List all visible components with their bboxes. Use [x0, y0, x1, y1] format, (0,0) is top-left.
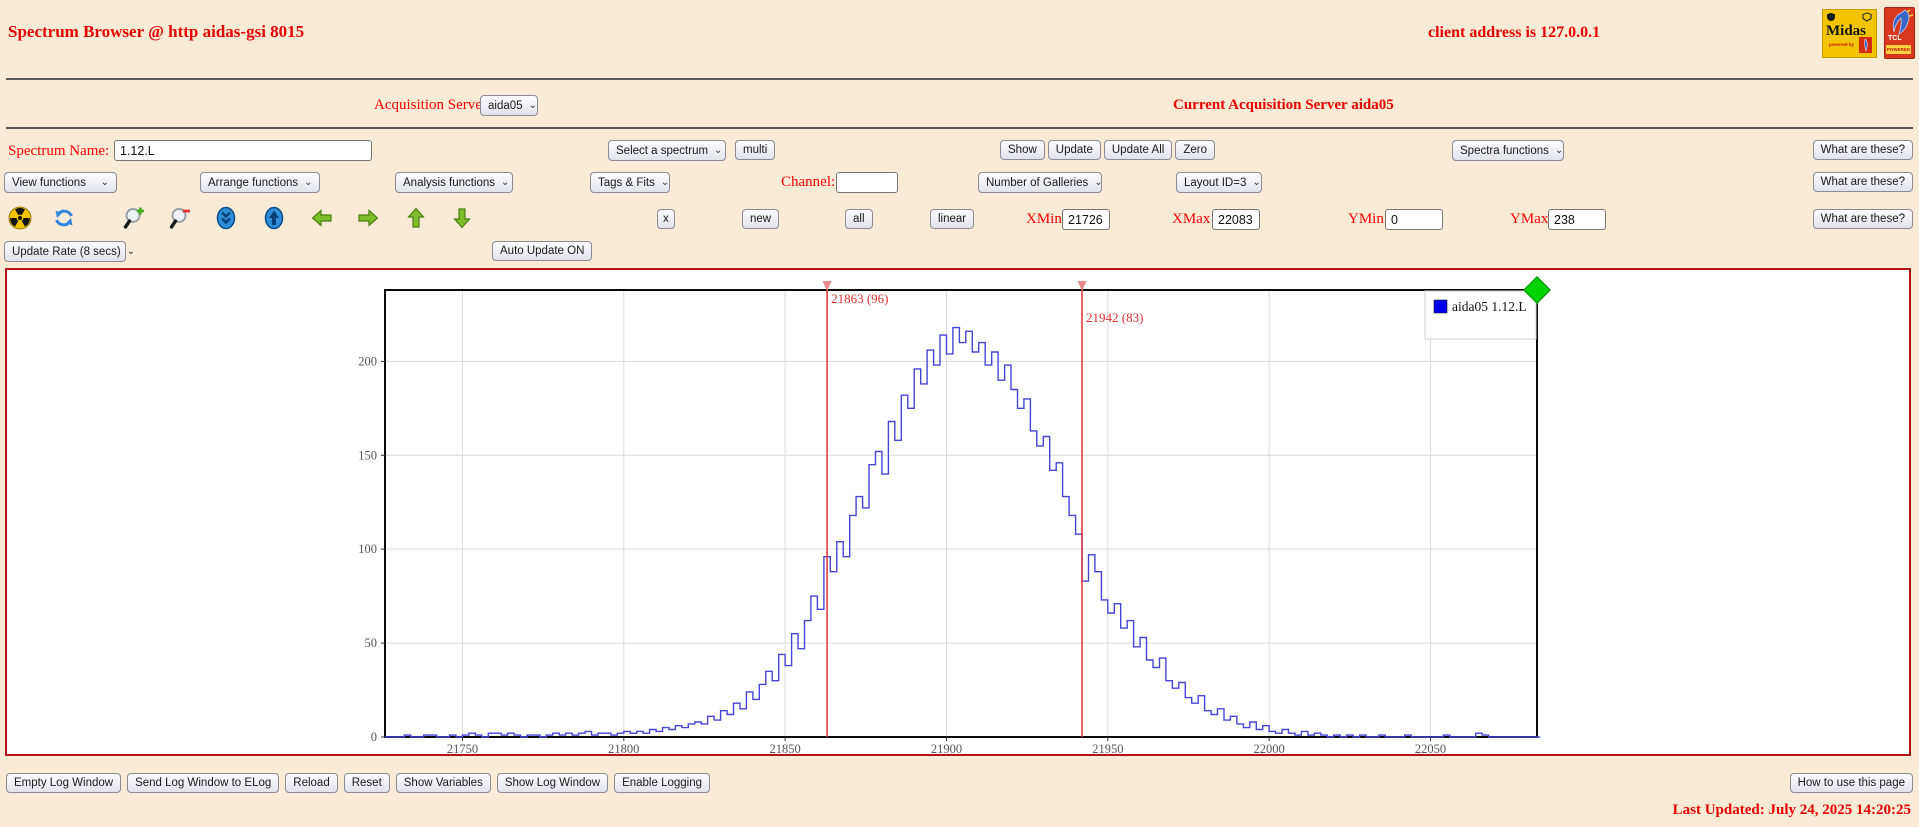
- page-title: Spectrum Browser @ http aidas-gsi 8015: [8, 22, 305, 41]
- svg-text:21900: 21900: [931, 742, 962, 754]
- analysis-functions-select[interactable]: Analysis functions ⌄: [395, 172, 513, 193]
- arrange-functions-select[interactable]: Arrange functions ⌄: [200, 172, 320, 193]
- radiation-icon[interactable]: [8, 206, 32, 230]
- multi-button[interactable]: multi: [735, 140, 776, 160]
- zoom-in-icon[interactable]: [122, 206, 146, 230]
- svg-text:50: 50: [365, 636, 378, 650]
- acquisition-server-selected: aida05: [488, 99, 523, 112]
- refresh-icon[interactable]: [52, 206, 76, 230]
- svg-text:21950: 21950: [1092, 742, 1123, 754]
- divider: [6, 127, 1913, 129]
- midas-logo-text: Midas: [1826, 23, 1867, 39]
- reset-button[interactable]: Reset: [343, 773, 390, 793]
- empty-log-window-button[interactable]: Empty Log Window: [6, 773, 122, 793]
- scroll-down-icon[interactable]: [214, 206, 238, 230]
- ymax-label: YMax: [1510, 211, 1549, 227]
- spectra-functions-select[interactable]: Spectra functions ⌄: [1452, 140, 1564, 161]
- zero-button[interactable]: Zero: [1175, 140, 1215, 160]
- last-updated-text: Last Updated: July 24, 2025 14:20:25: [1672, 802, 1911, 818]
- svg-text:21800: 21800: [608, 742, 639, 754]
- layout-id-select[interactable]: Layout ID=3 ⌄: [1176, 172, 1262, 193]
- what-are-these-button-1[interactable]: What are these?: [1812, 140, 1913, 160]
- tcl-powered-text: POWERED: [1886, 45, 1911, 54]
- view-functions-select[interactable]: View functions ⌄: [4, 172, 117, 193]
- ymin-input[interactable]: [1385, 209, 1443, 230]
- tags-fits-select[interactable]: Tags & Fits ⌄: [590, 172, 670, 193]
- tcl-powered-logo: TCL POWERED: [1884, 7, 1915, 59]
- send-log-to-elog-button[interactable]: Send Log Window to ELog: [127, 773, 280, 793]
- svg-text:21850: 21850: [770, 742, 801, 754]
- select-spectrum-dropdown[interactable]: Select a spectrum ⌄: [608, 140, 726, 161]
- acquisition-server-select[interactable]: aida05 ⌄: [480, 95, 538, 116]
- spectrum-name-input[interactable]: [114, 140, 372, 161]
- arrow-down-icon[interactable]: [450, 206, 474, 230]
- xmin-label: XMin: [1026, 211, 1062, 227]
- chevron-down-icon: ⌄: [714, 144, 723, 156]
- what-are-these-button-2[interactable]: What are these?: [1812, 172, 1913, 192]
- ymin-label: YMin: [1348, 211, 1384, 227]
- chevron-down-icon: ⌄: [1252, 176, 1261, 188]
- scroll-up-icon[interactable]: [262, 206, 286, 230]
- arrow-up-icon[interactable]: [404, 206, 428, 230]
- how-to-use-button[interactable]: How to use this page: [1789, 773, 1913, 793]
- enable-logging-button[interactable]: Enable Logging: [614, 773, 711, 793]
- channel-label: Channel:: [781, 174, 836, 190]
- channel-input[interactable]: [836, 172, 898, 193]
- number-of-galleries-select[interactable]: Number of Galleries ⌄: [978, 172, 1103, 193]
- svg-text:22000: 22000: [1254, 742, 1285, 754]
- svg-text:150: 150: [358, 448, 377, 462]
- arrow-left-icon[interactable]: [310, 206, 334, 230]
- all-button[interactable]: all: [845, 209, 873, 229]
- update-rate-select[interactable]: Update Rate (8 secs) ⌄: [4, 241, 135, 262]
- svg-text:21863 (96): 21863 (96): [831, 291, 888, 306]
- chevron-down-icon: ⌄: [501, 176, 510, 188]
- spectrum-name-label: Spectrum Name:: [8, 143, 110, 159]
- x-axis-button[interactable]: x: [657, 209, 675, 229]
- chevron-down-icon: ⌄: [660, 176, 670, 188]
- svg-text:aida05 1.12.L: aida05 1.12.L: [1452, 299, 1527, 314]
- show-log-window-button[interactable]: Show Log Window: [496, 773, 609, 793]
- status-diamond-icon: [1522, 275, 1552, 305]
- current-server-text: Current Acquisition Server aida05: [1173, 97, 1394, 113]
- client-address-text: client address is 127.0.0.1: [1428, 24, 1601, 41]
- log-controls: Empty Log Window Send Log Window to ELog…: [6, 773, 711, 793]
- spectrum-plot[interactable]: 21750 21800 21850 21900 21950 22000 22050 0 50 10…: [7, 270, 1909, 756]
- chevron-down-icon: ⌄: [528, 99, 537, 111]
- auto-update-button[interactable]: Auto Update ON: [492, 241, 593, 261]
- xmax-label: XMax: [1172, 211, 1211, 227]
- new-button[interactable]: new: [742, 209, 780, 229]
- xmax-input[interactable]: [1212, 209, 1260, 230]
- svg-text:0: 0: [371, 730, 377, 744]
- show-button[interactable]: Show: [1000, 140, 1045, 160]
- chevron-down-icon: ⌄: [1094, 176, 1103, 188]
- linear-button[interactable]: linear: [930, 209, 975, 229]
- update-button[interactable]: Update: [1047, 140, 1101, 160]
- midas-powered-text: powered by: [1829, 42, 1855, 47]
- svg-text:22050: 22050: [1415, 742, 1446, 754]
- what-are-these-button-3[interactable]: What are these?: [1812, 209, 1913, 229]
- update-all-button[interactable]: Update All: [1103, 140, 1173, 160]
- chevron-down-icon: ⌄: [100, 176, 109, 188]
- xmin-input[interactable]: [1062, 209, 1110, 230]
- svg-text:21750: 21750: [447, 742, 478, 754]
- divider: [6, 78, 1913, 80]
- svg-text:100: 100: [358, 542, 377, 556]
- spectrum-chart[interactable]: 21750 21800 21850 21900 21950 22000 22050 0 50 10…: [5, 268, 1911, 756]
- reload-button[interactable]: Reload: [285, 773, 338, 793]
- tcl-logo-text: TCL: [1888, 35, 1902, 42]
- chevron-down-icon: ⌄: [1554, 144, 1564, 156]
- chevron-down-icon: ⌄: [126, 245, 136, 257]
- svg-text:21942 (83): 21942 (83): [1086, 310, 1143, 325]
- zoom-out-icon[interactable]: [168, 206, 192, 230]
- ymax-input[interactable]: [1548, 209, 1606, 230]
- chevron-down-icon: ⌄: [304, 176, 313, 188]
- midas-logo: Midas powered by: [1822, 9, 1877, 58]
- acquisition-servers-label: Acquisition Servers: [374, 97, 493, 113]
- show-variables-button[interactable]: Show Variables: [395, 773, 491, 793]
- arrow-right-icon[interactable]: [356, 206, 380, 230]
- svg-text:200: 200: [358, 354, 377, 368]
